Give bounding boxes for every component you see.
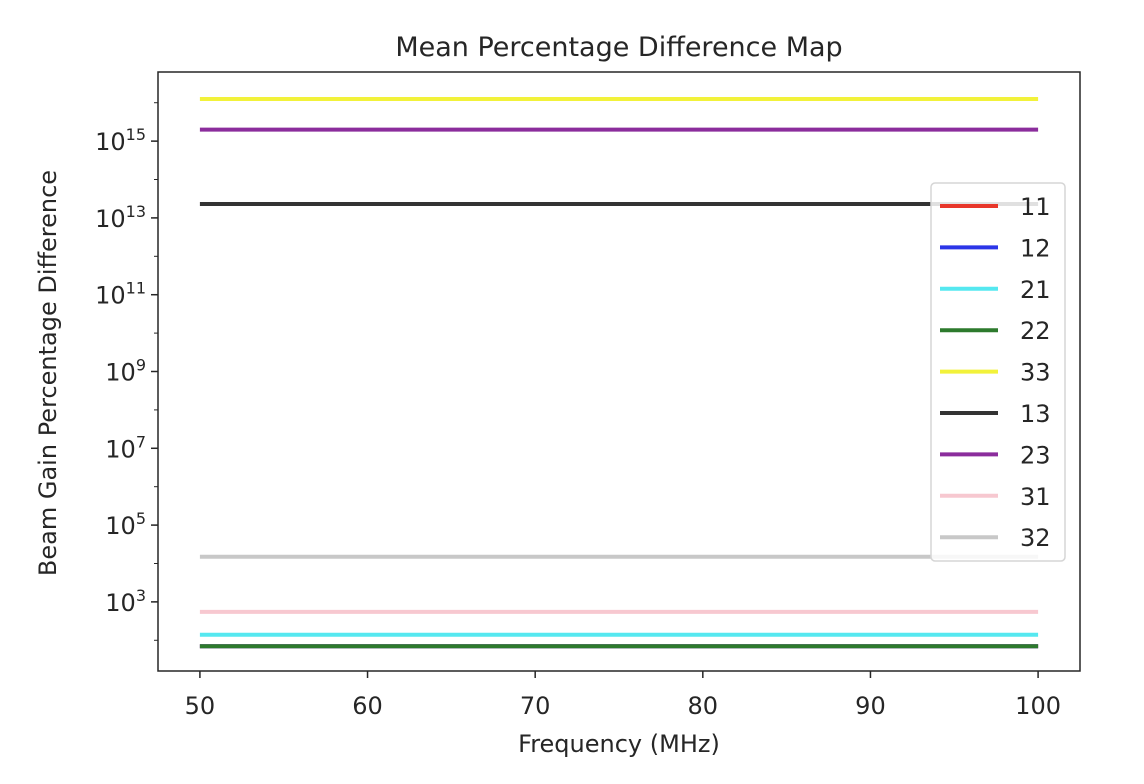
legend: 11 12 21 22 33 13 23 31 32 xyxy=(930,182,1066,562)
legend-label-23: 23 xyxy=(1020,441,1051,469)
y-tick-label: 103 xyxy=(105,586,146,617)
x-tick-label: 90 xyxy=(855,692,886,720)
plot-frame xyxy=(157,71,1081,672)
y-tick-base: 10 xyxy=(105,359,136,387)
x-tick-label: 80 xyxy=(688,692,719,720)
legend-label-33: 33 xyxy=(1020,359,1051,387)
y-tick-exponent: 3 xyxy=(136,586,146,605)
y-tick-label: 1015 xyxy=(95,125,146,156)
y-tick-base: 10 xyxy=(105,512,136,540)
x-tick-label: 60 xyxy=(352,692,383,720)
x-tick-label: 70 xyxy=(520,692,551,720)
x-axis-label: Frequency (MHz) xyxy=(518,730,720,758)
y-tick-exponent: 11 xyxy=(126,279,146,298)
series-lines xyxy=(199,97,1039,649)
legend-label-13: 13 xyxy=(1020,400,1051,428)
plot-area xyxy=(158,72,1080,671)
y-axis-label: Beam Gain Percentage Difference xyxy=(34,170,62,576)
legend-label-12: 12 xyxy=(1020,234,1051,262)
legend-label-11: 11 xyxy=(1020,193,1051,221)
y-tick-exponent: 7 xyxy=(136,432,146,451)
y-tick-label: 105 xyxy=(105,509,146,540)
y-tick-label: 1013 xyxy=(95,202,146,233)
y-tick-base: 10 xyxy=(95,282,126,310)
y-tick-base: 10 xyxy=(105,589,136,617)
legend-label-21: 21 xyxy=(1020,276,1051,304)
legend-label-22: 22 xyxy=(1020,317,1051,345)
y-tick-exponent: 15 xyxy=(126,125,146,144)
y-tick-base: 10 xyxy=(95,128,126,156)
y-tick-label: 109 xyxy=(105,356,146,387)
y-tick-base: 10 xyxy=(105,435,136,463)
legend-label-32: 32 xyxy=(1020,524,1051,552)
y-tick-base: 10 xyxy=(95,205,126,233)
x-axis: 50 60 70 80 90 100 xyxy=(185,671,1061,720)
x-tick-label: 100 xyxy=(1015,692,1061,720)
y-tick-label: 107 xyxy=(105,432,146,463)
y-tick-label: 1011 xyxy=(95,279,146,310)
chart-title: Mean Percentage Difference Map xyxy=(395,32,842,63)
y-tick-exponent: 5 xyxy=(136,509,146,528)
legend-label-31: 31 xyxy=(1020,483,1051,511)
y-tick-exponent: 9 xyxy=(136,356,146,375)
x-tick-label: 50 xyxy=(185,692,216,720)
y-tick-exponent: 13 xyxy=(126,202,146,221)
